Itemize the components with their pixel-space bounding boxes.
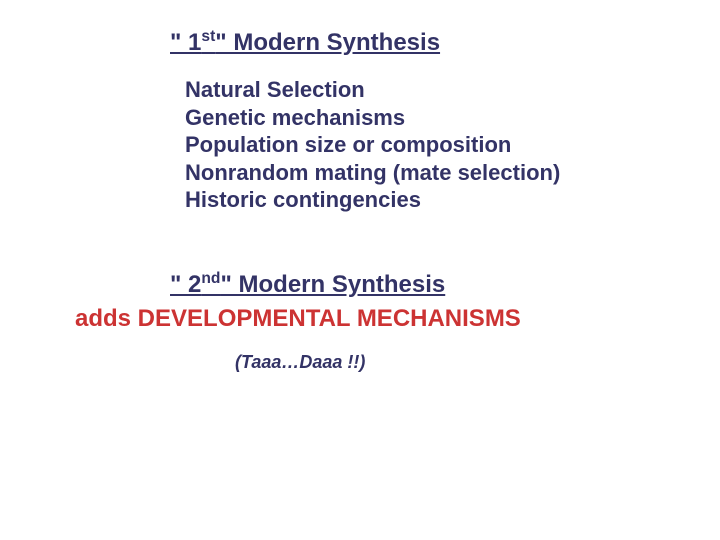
tada-text: (Taaa…Daaa !!) [235,352,365,373]
list-item: Natural Selection [185,76,560,104]
list-item: Nonrandom mating (mate selection) [185,159,560,187]
second-synthesis-heading: " 2nd" Modern Synthesis [170,270,445,299]
first-synthesis-heading: " 1st" Modern Synthesis [170,28,440,57]
developmental-mechanisms-text: adds DEVELOPMENTAL MECHANISMS [75,305,521,333]
list-item: Genetic mechanisms [185,104,560,132]
synthesis-components-list: Natural Selection Genetic mechanisms Pop… [185,76,560,214]
list-item: Population size or composition [185,131,560,159]
list-item: Historic contingencies [185,186,560,214]
